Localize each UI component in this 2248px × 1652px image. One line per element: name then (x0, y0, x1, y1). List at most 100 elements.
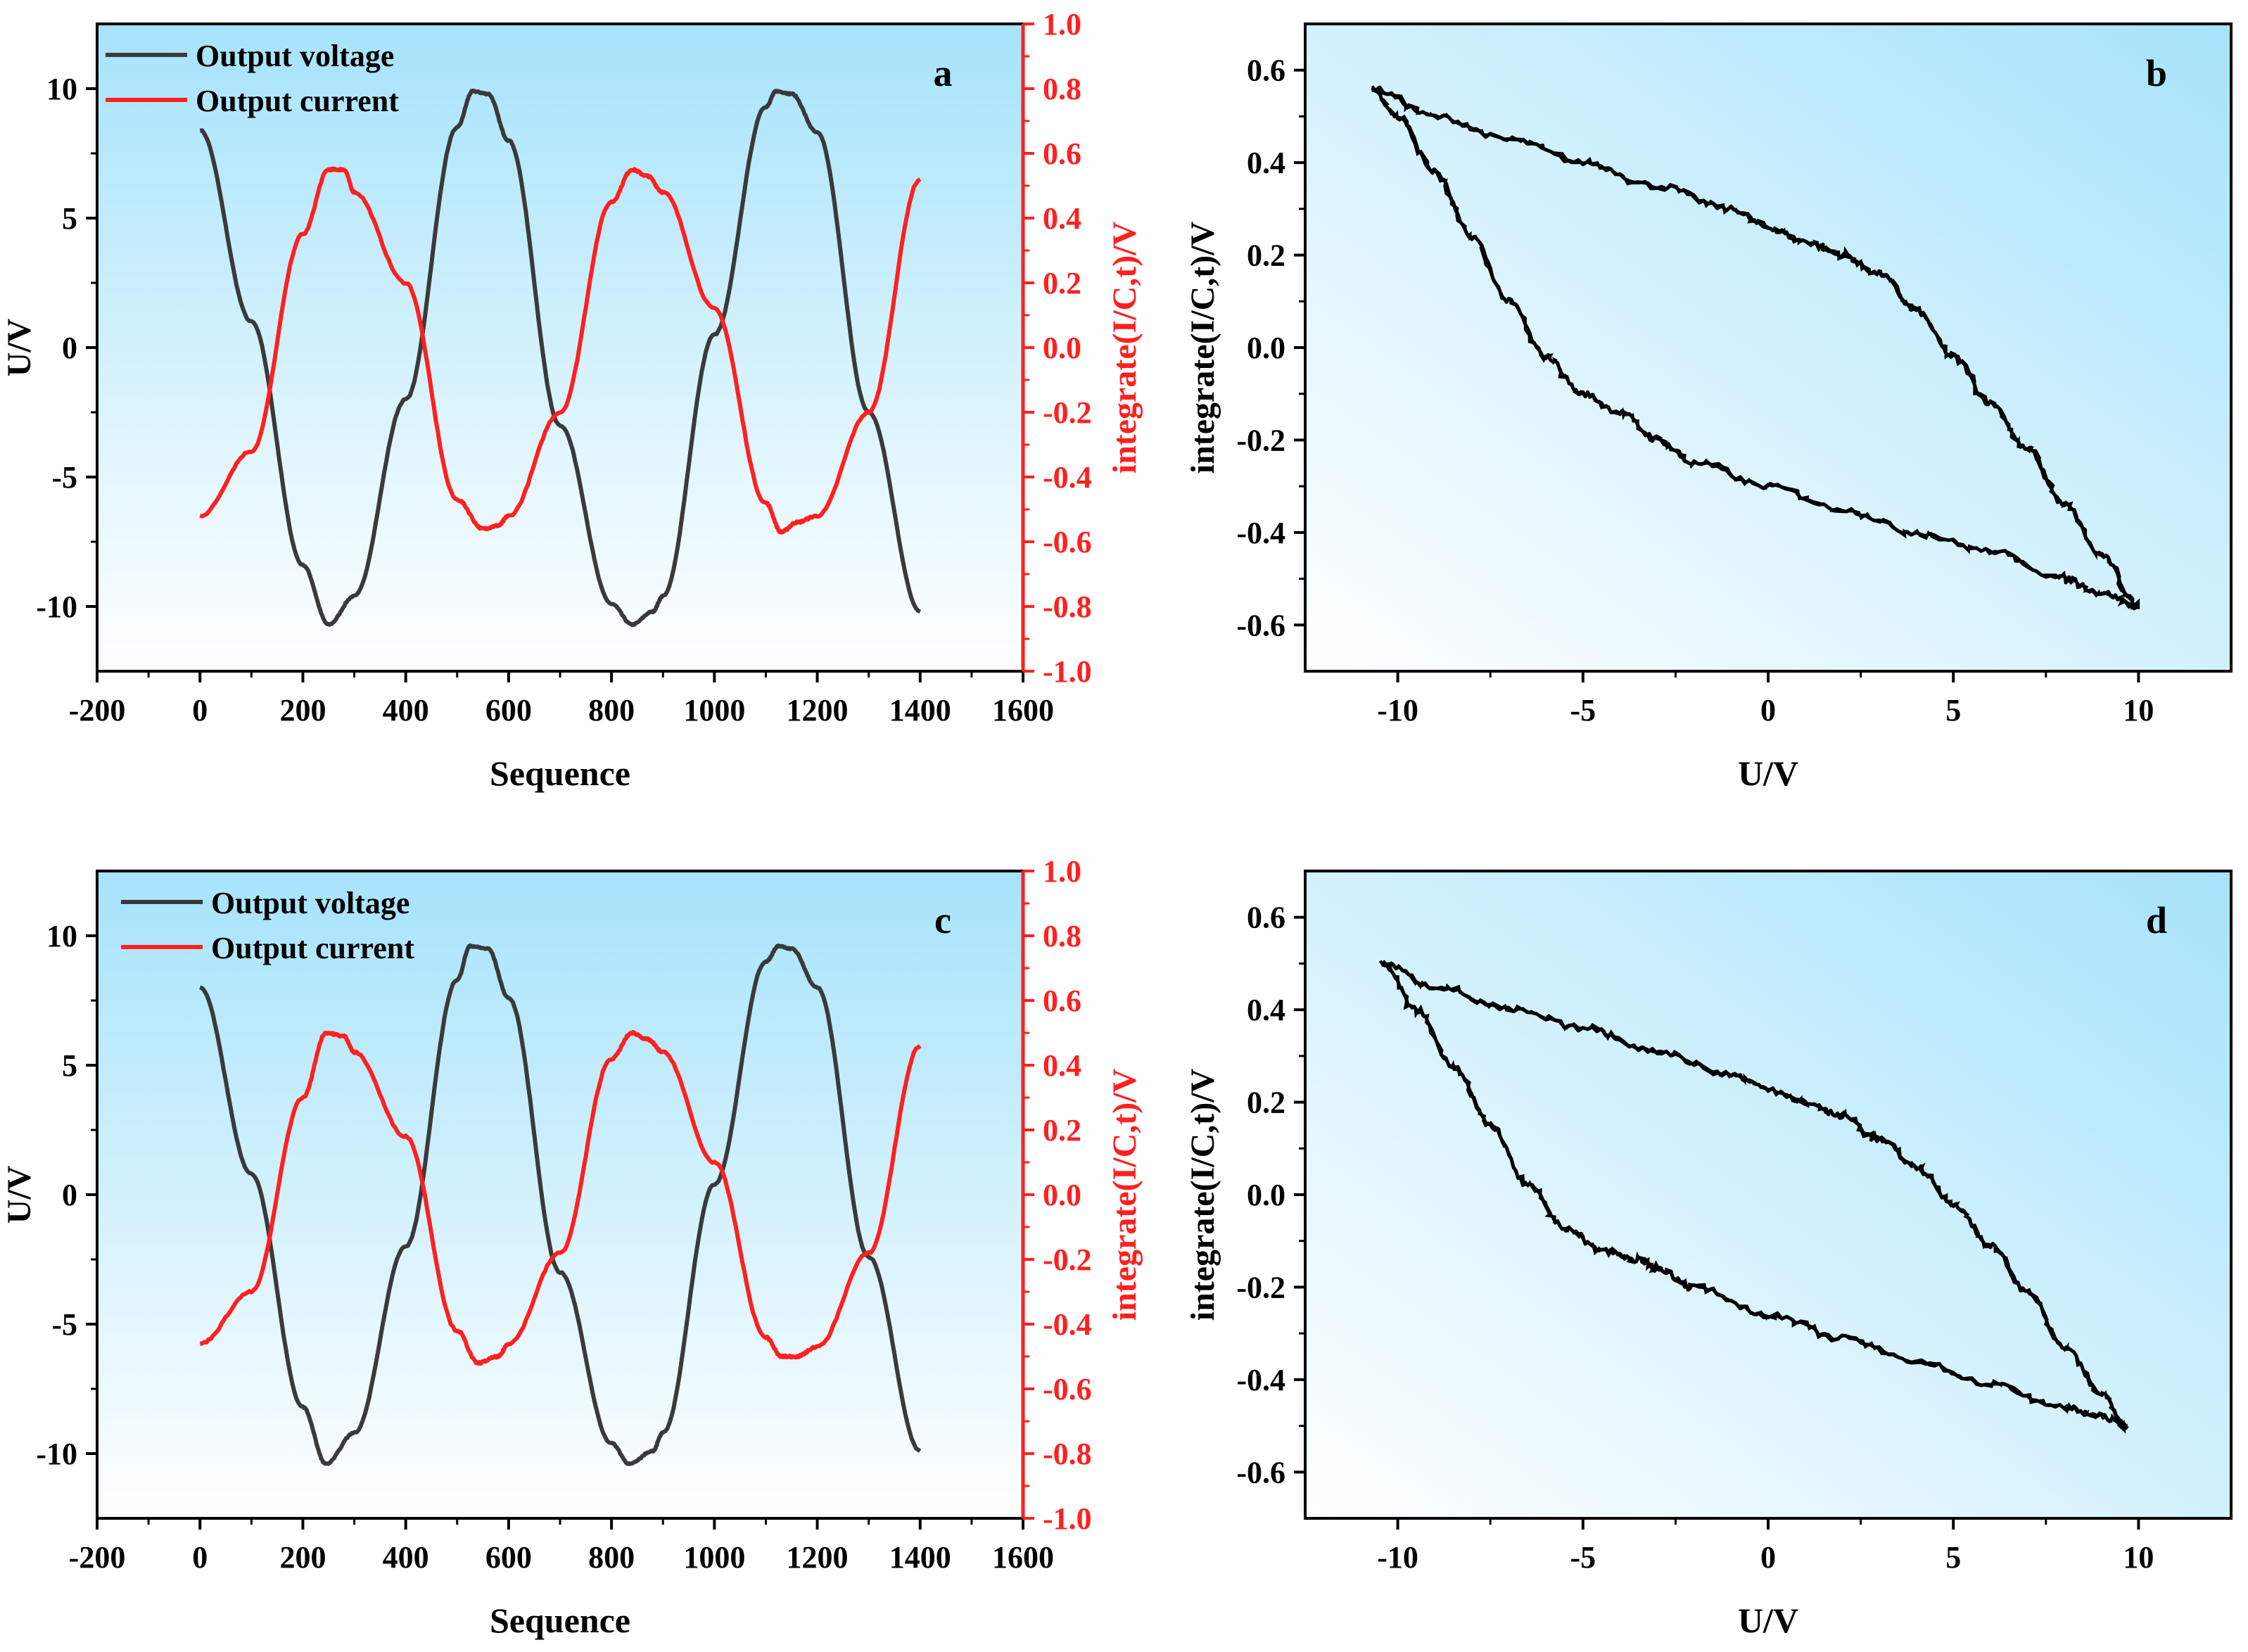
y-axis-label: integrate(I/C,t)/V (1184, 1068, 1221, 1321)
plot-background (97, 871, 1023, 1518)
plot-background (1305, 24, 2231, 671)
x-tick-label: 5 (1945, 1540, 1961, 1575)
series-line-1-retrace (1371, 88, 2140, 611)
right-y-tick-label: 0.4 (1043, 201, 1081, 236)
series-line-2-retrace (1371, 85, 2138, 610)
series-line-1 (199, 943, 922, 1466)
x-tick-label: 400 (383, 1540, 429, 1575)
x-axis-label: Sequence (490, 754, 630, 793)
y-tick-label: -10 (36, 1437, 77, 1471)
series-line-2 (199, 1030, 922, 1366)
y-tick-label: 0.2 (1247, 1086, 1285, 1120)
right-y-tick-label: -0.4 (1043, 460, 1092, 495)
legend-label-1: Output voltage (196, 39, 394, 73)
x-tick-label: -10 (1377, 1540, 1418, 1575)
y-tick-label: 10 (46, 72, 77, 106)
x-tick-label: 0 (1760, 1540, 1776, 1575)
x-tick-label: 1000 (683, 1540, 745, 1575)
series-line-2 (199, 166, 922, 535)
x-tick-label: 800 (588, 1540, 635, 1575)
right-y-tick-label: -0.4 (1043, 1307, 1092, 1342)
x-tick-label: -5 (1570, 1540, 1596, 1575)
right-y-tick-label: -0.2 (1043, 395, 1092, 430)
panel-label: b (2146, 52, 2167, 94)
panel-d: -10 -5 0 5 10 -0.6 -0.4 -0.2 0.0 0.2 0.4 0.6 U/V inte… (1184, 870, 2233, 1640)
y-axis-label: U/V (1, 318, 38, 376)
y-tick-label: -0.4 (1236, 1363, 1285, 1397)
legend-label-2: Output current (211, 931, 414, 965)
panel-a: -200 0 200 400 600 800 1000 1200 1400 1600 -10 -5 0 5… (1, 7, 1143, 793)
x-tick-label: 0 (192, 693, 208, 727)
x-tick-label: 400 (383, 693, 429, 727)
y-tick-label: 0.6 (1247, 901, 1285, 935)
right-y-tick-label: -0.6 (1043, 525, 1092, 559)
x-axis-label: Sequence (490, 1601, 630, 1640)
right-y-tick-label: 0.4 (1043, 1048, 1081, 1083)
right-y-tick-label: 0.6 (1043, 984, 1081, 1018)
x-tick-label: 1200 (787, 1540, 849, 1575)
x-tick-label: 1200 (787, 693, 849, 727)
x-tick-label: 10 (2123, 693, 2154, 727)
x-tick-label: 1600 (992, 1540, 1054, 1575)
y-tick-label: 0 (62, 331, 77, 365)
y-tick-label: 0.2 (1247, 239, 1285, 273)
y-tick-label: 0.4 (1247, 993, 1285, 1027)
panel-label: c (934, 899, 951, 941)
panel-label: a (934, 52, 953, 94)
x-tick-label: -5 (1570, 693, 1596, 727)
x-tick-label: -10 (1377, 693, 1418, 727)
right-y-tick-label: -1.0 (1043, 1501, 1092, 1536)
right-y-tick-label: 0.0 (1043, 1178, 1081, 1212)
right-y-tick-label: 0.2 (1043, 266, 1081, 300)
panel-c: -200 0 200 400 600 800 1000 1200 1400 1600 -10 -5 0 5… (1, 854, 1143, 1640)
series-line-2-retrace (1378, 960, 2128, 1434)
series-group (1371, 85, 2140, 611)
y-tick-label: -0.2 (1236, 1270, 1285, 1304)
right-y-tick-label: 0.2 (1043, 1113, 1081, 1148)
x-tick-label: -200 (69, 693, 126, 727)
x-tick-label: 5 (1945, 693, 1961, 727)
y-tick-label: 0.0 (1247, 331, 1285, 365)
y-tick-label: -0.6 (1236, 1455, 1285, 1489)
right-y-tick-label: 0.6 (1043, 136, 1081, 171)
series-group (199, 943, 922, 1466)
panel-label: d (2146, 899, 2167, 941)
y-tick-label: 5 (62, 201, 77, 236)
x-tick-label: 200 (279, 693, 326, 727)
legend-label-1: Output voltage (211, 886, 409, 920)
y-tick-label: -5 (51, 460, 77, 495)
right-y-tick-label: -1.0 (1043, 654, 1092, 689)
y-tick-label: 5 (62, 1048, 77, 1083)
x-axis-label: U/V (1738, 754, 1798, 793)
y-tick-label: 10 (46, 919, 77, 953)
right-y-axis-label: integrate(I/C,t)/V (1106, 221, 1143, 474)
x-tick-label: 10 (2123, 1540, 2154, 1575)
right-y-tick-label: -0.6 (1043, 1372, 1092, 1406)
right-y-tick-label: -0.2 (1043, 1243, 1092, 1277)
y-tick-label: 0.6 (1247, 53, 1285, 88)
plot-background (1305, 871, 2231, 1518)
y-axis-label: integrate(I/C,t)/V (1184, 221, 1221, 474)
y-tick-label: -10 (36, 590, 77, 624)
right-y-tick-label: -0.8 (1043, 1437, 1092, 1471)
x-tick-label: 200 (279, 1540, 326, 1575)
y-tick-label: 0 (62, 1178, 77, 1212)
series-line-1 (1371, 85, 2140, 609)
right-y-tick-label: 0.0 (1043, 331, 1081, 365)
series-group (1378, 960, 2129, 1434)
x-tick-label: -200 (69, 1540, 126, 1575)
y-tick-label: -0.2 (1236, 423, 1285, 457)
right-y-tick-label: 1.0 (1043, 7, 1081, 42)
x-tick-label: 0 (1760, 693, 1776, 727)
panel-b: -10 -5 0 5 10 -0.6 -0.4 -0.2 0.0 0.2 0.4 0.6 U/V inte… (1184, 23, 2233, 793)
x-tick-label: 0 (192, 1540, 208, 1575)
x-tick-label: 1000 (683, 693, 745, 727)
y-tick-label: 0.4 (1247, 146, 1285, 180)
right-y-axis-label: integrate(I/C,t)/V (1106, 1068, 1143, 1321)
right-y-tick-label: -0.8 (1043, 590, 1092, 624)
x-axis-label: U/V (1738, 1601, 1798, 1640)
series-line-1-retrace (1382, 960, 2128, 1430)
right-y-tick-label: 0.8 (1043, 72, 1081, 106)
x-tick-label: 1400 (889, 1540, 951, 1575)
